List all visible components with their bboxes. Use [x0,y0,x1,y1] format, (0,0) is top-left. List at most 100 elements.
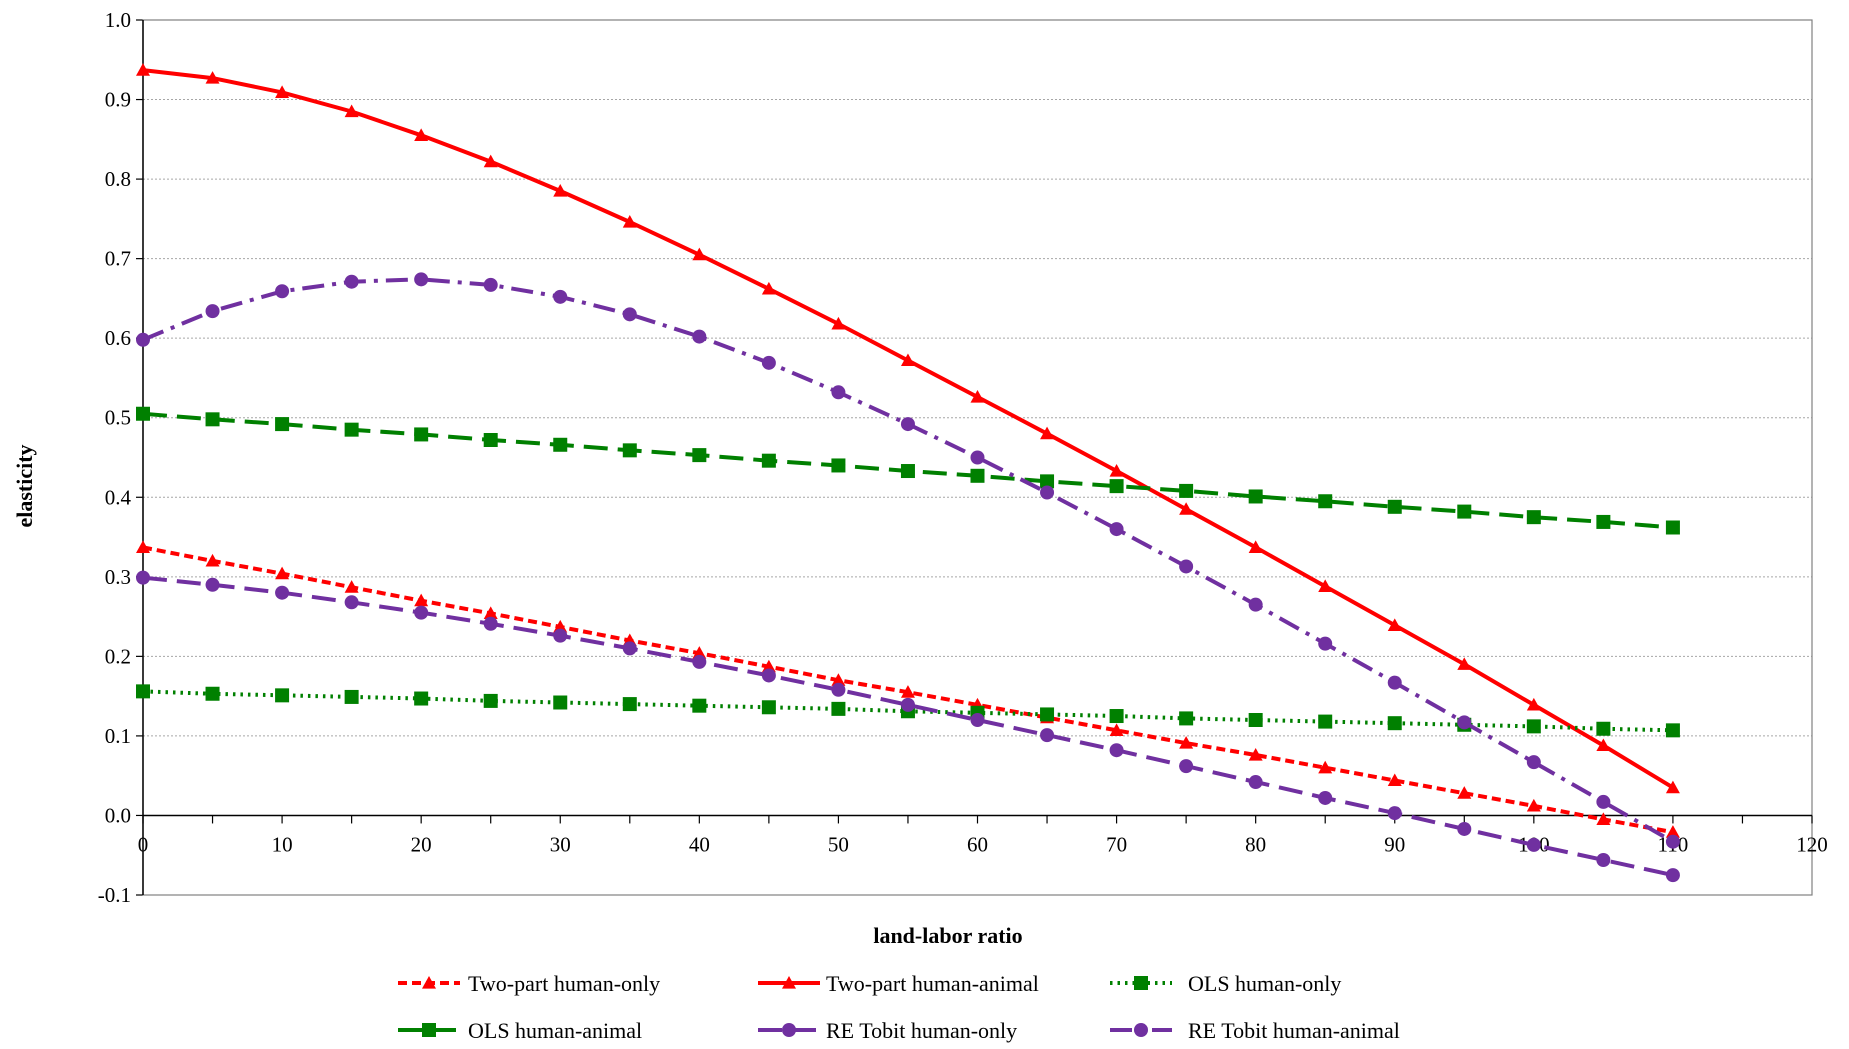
data-point [553,184,568,197]
data-point [970,450,985,465]
data-point [1665,780,1680,794]
data-point [622,307,637,322]
legend-label: OLS human-animal [468,1018,642,1043]
y-tick-label: 0.7 [105,247,131,271]
data-point [1665,723,1680,738]
legend-item-6: RE Tobit human-animal [1110,1018,1400,1043]
legend-swatch-marker [782,976,796,989]
data-point [761,355,776,370]
data-point [483,277,498,292]
x-tick-label: 0 [138,832,149,856]
data-point [622,443,637,458]
x-tick-label: 120 [1796,832,1828,856]
data-point [344,274,359,289]
data-point [344,580,359,593]
data-point [1665,825,1680,838]
legend-swatch-marker [1134,1023,1148,1037]
series-1 [136,540,1680,838]
legend-label: OLS human-only [1188,971,1341,996]
data-point [1596,794,1611,809]
x-tick-label: 60 [967,832,988,856]
data-point [1248,713,1263,727]
data-point [1040,485,1055,500]
data-point [1318,790,1333,805]
data-point [275,585,290,600]
data-point [136,684,150,699]
data-point [275,85,290,98]
data-point [205,412,220,427]
x-tick-label: 50 [828,832,849,856]
data-point [1526,837,1541,852]
data-point [622,215,637,228]
data-point [1318,760,1333,774]
data-point [553,628,568,643]
data-point [205,553,220,567]
legend-item-3: OLS human-only [1110,971,1341,996]
data-point [344,689,359,704]
data-point [1387,618,1402,631]
legend-swatch-marker [1134,976,1148,990]
data-point [483,433,498,447]
data-point [1179,483,1194,498]
legend-item-5: RE Tobit human-only [758,1018,1017,1043]
data-point [414,272,429,287]
data-point [344,595,359,610]
data-point [136,540,150,553]
data-point [1526,798,1541,812]
data-point [1665,520,1680,535]
data-point [1665,834,1680,849]
data-point [275,566,290,580]
data-point [1387,716,1402,731]
data-point [1040,728,1055,743]
data-point [1318,636,1333,651]
data-point [1387,806,1402,821]
data-point [1248,489,1263,504]
data-point [1387,675,1402,690]
data-point [692,247,707,261]
series-line [142,575,1674,878]
data-point [344,422,359,437]
data-point [831,682,846,697]
data-point [1318,494,1333,509]
axis-labels: land-labor ratio elasticity [12,444,1023,948]
y-tick-label: 0.5 [105,406,131,430]
data-point [622,697,637,712]
data-point [205,304,220,319]
data-point [275,688,290,703]
data-point [1109,723,1124,736]
data-point [1457,504,1472,519]
legend-swatch-marker [422,1023,436,1037]
data-point [414,128,429,141]
data-point [483,154,498,168]
data-point [1109,709,1124,724]
data-point [761,281,776,295]
x-tick-label: 30 [550,832,571,856]
data-point [1179,711,1194,726]
data-point [1596,853,1611,867]
data-point [1040,426,1055,440]
y-tick-label: 0.2 [105,644,131,668]
axes: -0.1 0.0 0.1 0.2 0.3 0.4 0.5 0.6 0.7 0.8 0.9 1.0 0 10… [98,8,1828,907]
data-point [692,329,707,344]
y-tick-label: 1.0 [105,8,131,32]
data-point [831,673,846,686]
data-point [1248,540,1263,553]
y-tick-label: 0.4 [105,485,132,509]
data-point [692,448,707,463]
data-point [761,453,776,468]
data-point [553,289,568,304]
data-point [136,332,150,347]
data-point [900,353,915,367]
data-point [1526,719,1541,734]
data-point [205,71,220,84]
legend-swatch-marker [422,976,436,989]
data-point [1596,514,1611,529]
data-point [692,698,707,713]
data-point [1318,579,1333,592]
data-point [692,646,707,659]
data-point [1318,714,1333,729]
data-point [1179,559,1194,574]
data-point [831,701,846,716]
